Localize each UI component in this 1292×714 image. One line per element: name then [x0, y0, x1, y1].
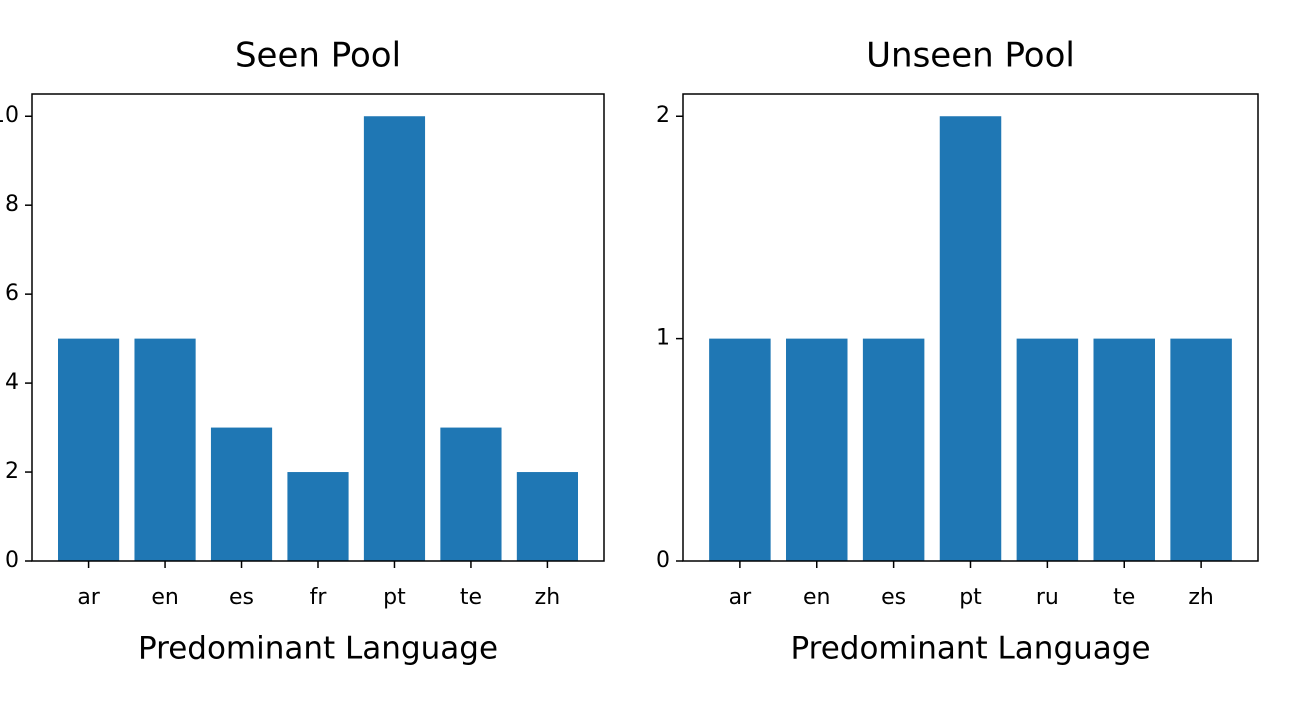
chart-title: Seen Pool	[235, 36, 401, 76]
axes-frame	[682, 93, 1259, 562]
x-axis-label: Predominant Language	[790, 631, 1150, 667]
y-tick-label: 0	[5, 548, 19, 573]
bar	[210, 427, 273, 561]
bar	[1170, 338, 1232, 561]
bar	[516, 472, 578, 561]
bar	[134, 338, 196, 561]
x-tick-label: ar	[77, 585, 100, 610]
bar	[440, 427, 502, 561]
y-tick-label: 1	[656, 326, 670, 351]
x-tick-label: pt	[959, 585, 982, 610]
bar	[862, 338, 925, 561]
bar	[786, 338, 848, 561]
x-tick-label: ru	[1036, 585, 1059, 610]
x-tick-label: zh	[535, 585, 561, 610]
y-tick-label: 0	[656, 548, 670, 573]
x-tick-label: es	[881, 585, 906, 610]
bar	[1016, 338, 1079, 561]
y-tick-label: 6	[5, 281, 19, 306]
bar	[287, 472, 349, 561]
x-tick-label: zh	[1188, 585, 1214, 610]
x-tick-label: es	[229, 585, 254, 610]
x-tick-label: te	[460, 585, 482, 610]
y-tick-label: 10	[0, 103, 19, 128]
chart-title: Unseen Pool	[866, 36, 1075, 76]
y-tick-label: 4	[5, 370, 19, 395]
x-tick-label: en	[151, 585, 178, 610]
y-tick-label: 8	[5, 192, 19, 217]
x-tick-label: pt	[383, 585, 406, 610]
bar	[1093, 338, 1155, 561]
axes-frame	[31, 93, 605, 562]
bar	[709, 338, 771, 561]
bar	[58, 338, 120, 561]
x-tick-label: fr	[310, 585, 328, 610]
bar	[363, 116, 426, 561]
x-tick-label: en	[803, 585, 830, 610]
y-tick-label: 2	[5, 459, 19, 484]
x-tick-label: ar	[729, 585, 752, 610]
x-axis-label: Predominant Language	[138, 631, 498, 667]
bar	[939, 116, 1002, 561]
y-tick-label: 2	[656, 103, 670, 128]
x-tick-label: te	[1113, 585, 1135, 610]
